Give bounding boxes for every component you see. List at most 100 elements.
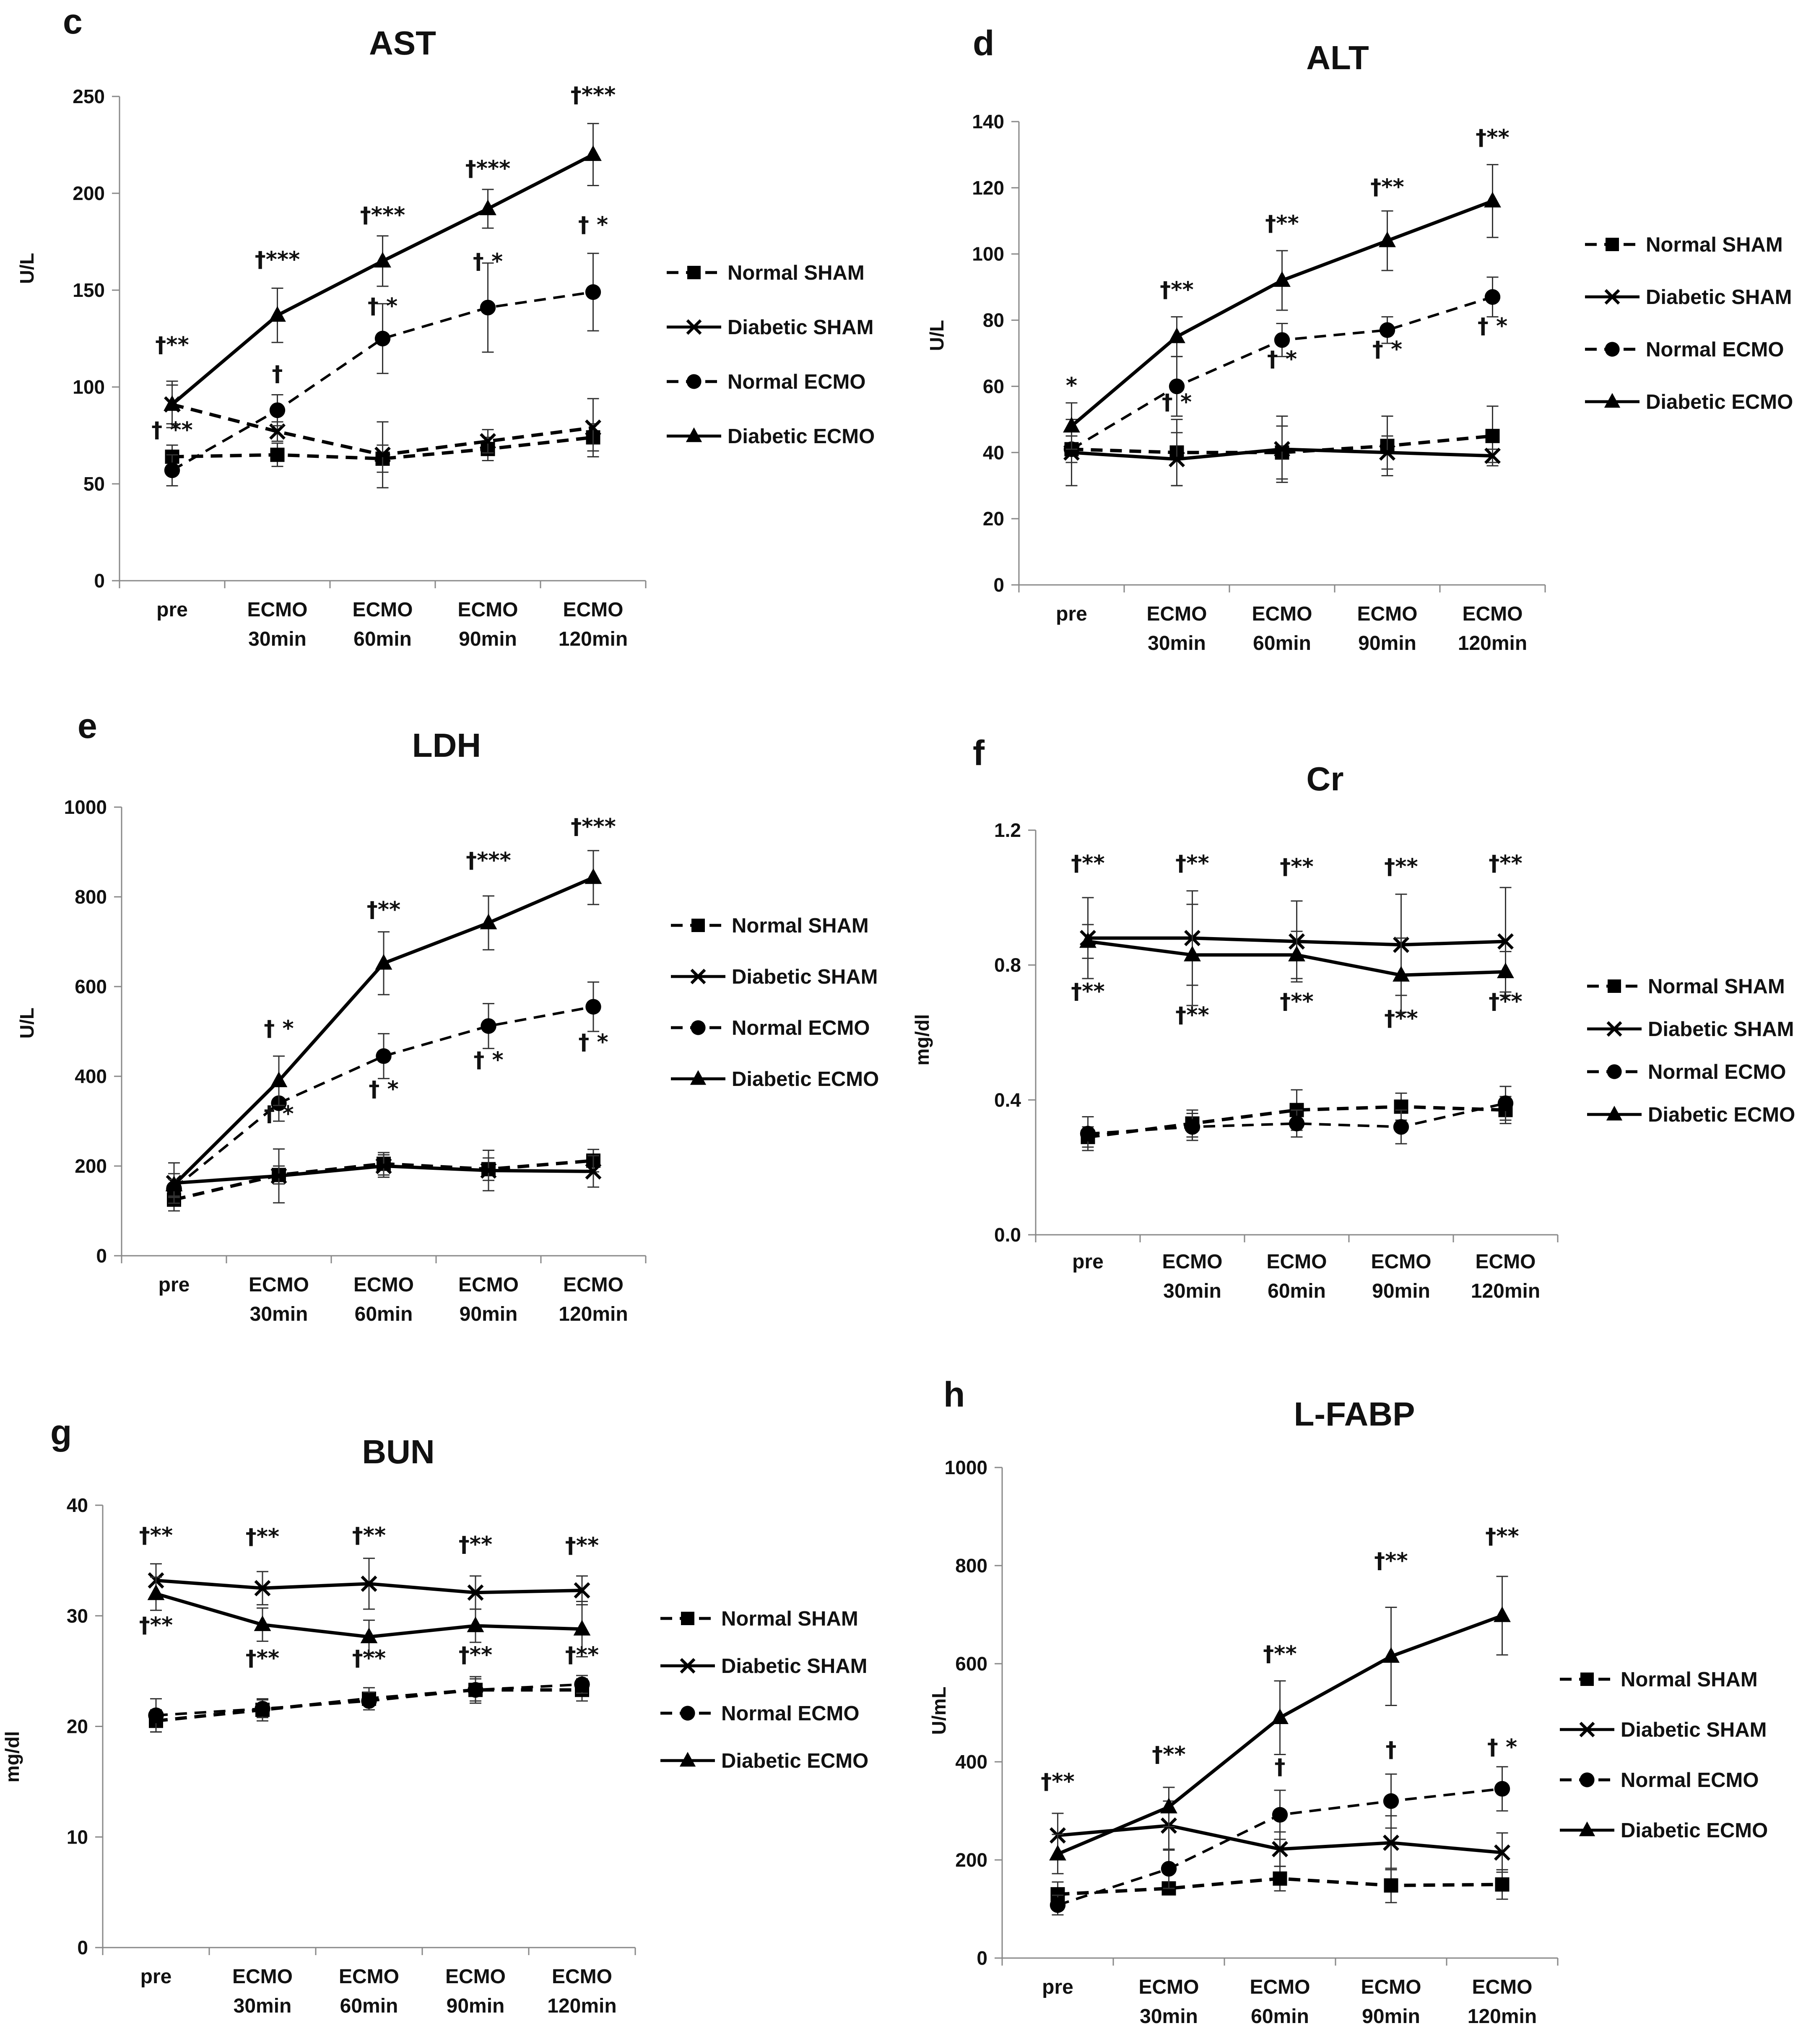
significance-annotation: †** [1374,1548,1408,1574]
legend-label: Normal ECMO [1646,338,1784,361]
legend-item: Diabetic ECMO [1560,1819,1768,1842]
legend-label: Diabetic SHAM [1648,1018,1794,1041]
data-point [467,1616,484,1632]
data-point [375,1158,392,1174]
y-tick-label: 200 [955,1849,987,1871]
significance-annotation: † * [368,293,398,319]
x-tick-label: 60min [340,1995,398,2017]
x-tick-label: ECMO [1139,1976,1199,1998]
legend: Normal SHAM Diabetic SHAM Normal ECMO Diabe… [660,1608,868,1772]
significance-annotation: †** [1485,1524,1519,1549]
data-point [480,913,497,930]
y-tick-label: 0 [77,1937,88,1958]
legend: Normal SHAM Diabetic SHAM Normal ECMO Diabe… [1587,975,1795,1126]
data-point [1494,1844,1510,1861]
data-point [1484,289,1501,305]
x-tick-label: pre [158,1274,190,1296]
legend-item: Normal ECMO [667,371,865,393]
significance-annotation: † * [1267,347,1297,372]
x-tick-label: ECMO [458,599,518,621]
y-tick-label: 60 [983,375,1004,397]
data-point [1484,447,1501,464]
data-point [255,1701,270,1717]
legend-item: Normal SHAM [1560,1668,1758,1691]
legend-label: Diabetic ECMO [1621,1819,1768,1842]
x-tick-label: 120min [1471,1280,1540,1302]
data-point [585,145,602,161]
x-tick-label: pre [156,599,188,621]
chart-panel-d: d ALT U/L 0 20 40 60 80 100 120 140 pre ECMO 30min ECM… [926,23,1793,654]
legend-marker [1606,1106,1623,1121]
data-point [1168,327,1185,343]
data-point [467,1584,484,1601]
x-tick-label: ECMO [1361,1976,1421,1998]
legend-label: Normal SHAM [1648,975,1785,998]
data-point [1184,1119,1200,1135]
significance-annotation: †** [1175,851,1209,876]
significance-annotation: † * [1487,1735,1517,1760]
legend-item: Diabetic SHAM [671,966,878,988]
legend-marker [680,1658,696,1674]
significance-annotation: † [1386,1737,1397,1762]
x-tick-label: pre [140,1966,172,1988]
significance-annotation: † * [369,1077,398,1102]
data-point [1379,444,1395,461]
legend-label: Diabetic ECMO [1648,1104,1795,1126]
data-point [480,299,496,316]
x-tick-label: 60min [355,1303,413,1325]
x-tick-label: 30min [234,1995,292,2017]
legend-item: Diabetic ECMO [1587,1104,1795,1126]
y-tick-label: 600 [955,1653,987,1675]
data-point [1273,271,1291,287]
data-point [165,1175,183,1192]
significance-annotation: †** [1489,851,1522,876]
x-tick-label: 120min [1458,632,1527,654]
significance-annotation: † ** [151,418,193,443]
legend-marker [691,1020,706,1035]
x-tick-label: ECMO [1162,1251,1223,1273]
data-point [148,1707,164,1723]
y-tick-label: 50 [83,473,105,495]
x-tick-label: ECMO [1463,603,1523,625]
x-tick-label: ECMO [1371,1251,1432,1273]
x-tick-label: 90min [460,1303,518,1325]
significance-annotation: †** [352,1523,386,1548]
y-tick-label: 10 [67,1826,88,1848]
legend-label: Diabetic ECMO [721,1750,868,1772]
significance-annotation: †** [352,1646,386,1671]
data-point [1494,1606,1511,1622]
legend: Normal SHAM Diabetic SHAM Normal ECMO Diabe… [1585,234,1793,413]
data-point [1080,1126,1096,1142]
chart-title: L-FABP [1294,1395,1415,1433]
data-point [468,1682,483,1698]
significance-annotation: †** [1265,211,1299,236]
legend-item: Normal ECMO [1587,1061,1786,1083]
x-tick-label: 60min [1268,1280,1326,1302]
data-point [1379,231,1396,247]
significance-annotation: †** [1175,1003,1209,1028]
data-point [270,447,285,462]
x-tick-label: 90min [447,1995,505,2017]
y-axis-label: U/mL [928,1687,950,1735]
chart-panel-c: c AST U/L 0 50 100 150 200 250 pre ECMO 30min ECMO 60… [16,2,875,650]
legend-label: Normal SHAM [728,262,865,284]
significance-annotation: * [1066,373,1077,398]
legend-item: Normal SHAM [1587,975,1785,998]
legend-marker [1608,979,1621,993]
legend-marker [681,1612,694,1625]
x-tick-label: ECMO [1357,603,1418,625]
significance-annotation: †*** [360,203,405,228]
data-point [585,419,601,436]
significance-annotation: †** [155,332,189,358]
x-tick-label: ECMO [1147,603,1207,625]
data-point [1079,932,1096,948]
legend-marker [690,1070,707,1085]
data-point [1497,933,1514,950]
y-tick-label: 40 [983,442,1004,463]
series-diabetic-ecmo [1049,1576,1511,1875]
y-tick-label: 0 [977,1947,987,1969]
y-tick-label: 40 [67,1494,88,1516]
data-point [270,1168,287,1184]
significance-annotation: †** [565,1643,599,1668]
series-diabetic-ecmo [1063,164,1501,450]
